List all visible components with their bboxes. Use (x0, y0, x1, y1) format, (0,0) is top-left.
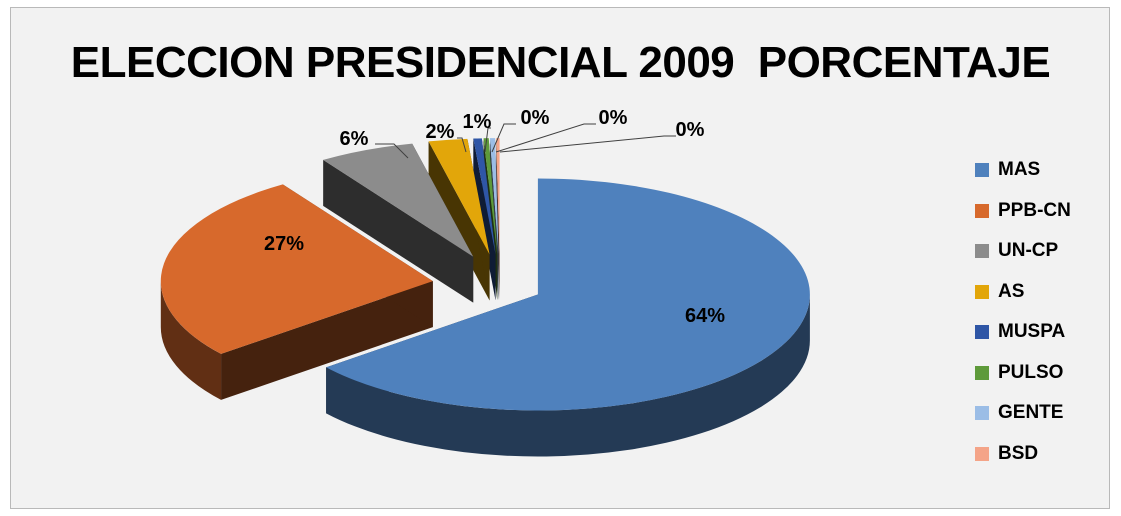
pie-slice-muspa (473, 138, 496, 301)
legend-label: PULSO (998, 361, 1064, 383)
legend-label: PPB-CN (998, 199, 1071, 221)
legend-item-pulso: PULSO (975, 353, 1110, 394)
legend-swatch (975, 163, 989, 178)
legend-label: UN-CP (998, 240, 1059, 262)
leader-line-pulso (491, 123, 516, 153)
legend-label: AS (998, 280, 1025, 302)
leader-line-as (457, 137, 467, 153)
legend-item-ppb-cn: PPB-CN (975, 191, 1110, 232)
pie-slice-as (428, 138, 490, 301)
legend-label: GENTE (998, 402, 1064, 424)
legend-swatch (975, 406, 989, 421)
pie-slice-ppb-cn (160, 184, 433, 400)
leader-line-bsd (499, 135, 676, 153)
legend-label: BSD (998, 442, 1039, 464)
legend-label: MUSPA (998, 321, 1066, 343)
legend-item-as: AS (975, 272, 1110, 313)
legend-swatch (975, 365, 989, 380)
data-label-bsd: 0% (676, 119, 705, 141)
legend-item-mas: MAS (975, 150, 1110, 191)
leader-line-gente (495, 123, 596, 153)
pie-slice-un-cp (323, 143, 474, 303)
legend-swatch (975, 325, 989, 340)
data-label-gente: 0% (599, 107, 628, 129)
data-label-un-cp: 6% (340, 128, 369, 150)
legend-swatch (975, 284, 989, 299)
legend-swatch (975, 446, 989, 461)
legend-swatch (975, 244, 989, 259)
legend: MAS PPB-CN UN-CP AS MUSPA PULSO GENTE BSD (975, 150, 1110, 474)
legend-item-bsd: BSD (975, 434, 1110, 475)
legend-item-un-cp: UN-CP (975, 231, 1110, 272)
pie-slice-bsd (496, 138, 500, 301)
pie-slice-mas (326, 178, 810, 457)
leader-line-un-cp (375, 143, 409, 159)
legend-item-gente: GENTE (975, 393, 1110, 434)
data-label-as: 2% (426, 121, 455, 143)
legend-item-muspa: MUSPA (975, 312, 1110, 353)
leader-line-muspa (484, 127, 491, 153)
data-label-ppb-cn: 27% (264, 233, 304, 255)
data-label-muspa: 1% (463, 111, 492, 133)
legend-label: MAS (998, 159, 1041, 181)
chart-title: ELECCION PRESIDENCIAL 2009 PORCENTAJE (70, 38, 1051, 87)
legend-swatch (975, 203, 989, 218)
data-label-mas: 64% (685, 305, 725, 327)
data-label-pulso: 0% (521, 107, 550, 129)
